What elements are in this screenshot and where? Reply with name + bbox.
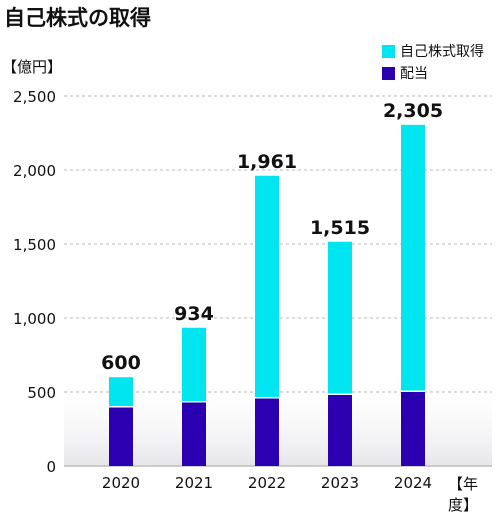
legend-item-dividend: 配当 xyxy=(382,62,484,84)
legend-label-buyback: 自己株式取得 xyxy=(400,44,484,60)
y-tick-label: 0 xyxy=(46,458,56,476)
y-tick-label: 1,000 xyxy=(13,310,56,328)
legend-label-dividend: 配当 xyxy=(400,66,428,82)
x-tick-label: 2021 xyxy=(175,474,213,492)
x-tick-label: 2022 xyxy=(248,474,286,492)
bar-total-label: 600 xyxy=(101,352,141,374)
legend-swatch-dividend xyxy=(382,66,395,80)
bar-dividend xyxy=(182,401,206,466)
bar-buyback xyxy=(255,175,279,398)
y-axis-unit-label: 【億円】 xyxy=(2,58,63,76)
bar-dividend xyxy=(401,391,425,466)
x-tick-label: 2020 xyxy=(102,474,140,492)
legend-swatch-buyback xyxy=(382,44,395,58)
chart-title: 自己株式の取得 xyxy=(4,6,151,30)
y-tick-label: 1,500 xyxy=(13,236,56,254)
chart-plot-area: 0 500 1,000 1,500 2,000 2,500 600 2020 934 2021 1,… xyxy=(13,88,492,492)
bar-buyback xyxy=(328,241,352,395)
bar-buyback xyxy=(401,124,425,392)
bar-dividend xyxy=(109,406,133,466)
legend: 自己株式取得 配当 xyxy=(382,40,484,84)
bar-total-label: 1,961 xyxy=(237,151,297,173)
y-tick-label: 500 xyxy=(27,384,56,402)
y-tick-label: 2,500 xyxy=(13,88,56,106)
x-tick-label: 2023 xyxy=(321,474,359,492)
bar-total-label: 934 xyxy=(174,303,214,325)
legend-item-buyback: 自己株式取得 xyxy=(382,40,484,62)
x-tick-label: 2024 xyxy=(394,474,432,492)
bar-total-label: 2,305 xyxy=(383,100,443,122)
y-tick-label: 2,000 xyxy=(13,162,56,180)
bar-buyback xyxy=(109,377,133,407)
bar-dividend xyxy=(328,394,352,466)
bar-dividend xyxy=(255,397,279,466)
bar-total-label: 1,515 xyxy=(310,217,370,239)
bar-buyback xyxy=(182,327,206,402)
